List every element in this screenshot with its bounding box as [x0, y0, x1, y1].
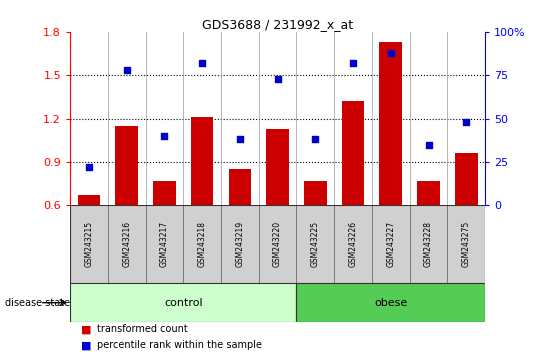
Bar: [342, 101, 364, 205]
Bar: [146, 205, 183, 283]
Bar: [153, 181, 176, 205]
Bar: [259, 205, 296, 283]
Point: [386, 50, 395, 56]
Point: [349, 60, 357, 66]
Text: GSM243218: GSM243218: [198, 221, 206, 267]
Point: [311, 137, 320, 142]
Text: GSM243275: GSM243275: [462, 221, 471, 267]
Text: GSM243219: GSM243219: [236, 221, 244, 267]
Text: GSM243227: GSM243227: [386, 221, 395, 267]
Text: GSM243228: GSM243228: [424, 221, 433, 267]
Bar: [417, 181, 440, 205]
Bar: [108, 205, 146, 283]
Bar: [70, 205, 108, 283]
Point: [85, 164, 93, 170]
Text: ■: ■: [81, 340, 91, 350]
Bar: [304, 181, 327, 205]
Text: ■: ■: [81, 324, 91, 334]
Bar: [266, 129, 289, 205]
Point: [273, 76, 282, 81]
Bar: [296, 205, 334, 283]
Bar: [70, 283, 296, 322]
Text: GSM243220: GSM243220: [273, 221, 282, 267]
Bar: [455, 153, 478, 205]
Point: [122, 67, 131, 73]
Text: GSM243225: GSM243225: [311, 221, 320, 267]
Bar: [372, 205, 410, 283]
Text: GSM243216: GSM243216: [122, 221, 131, 267]
Bar: [410, 205, 447, 283]
Point: [424, 142, 433, 147]
Text: GSM243217: GSM243217: [160, 221, 169, 267]
Text: percentile rank within the sample: percentile rank within the sample: [97, 340, 262, 350]
Text: obese: obese: [374, 298, 407, 308]
Text: disease state: disease state: [5, 298, 71, 308]
Bar: [229, 169, 251, 205]
Point: [198, 60, 206, 66]
Title: GDS3688 / 231992_x_at: GDS3688 / 231992_x_at: [202, 18, 353, 31]
Point: [462, 119, 471, 125]
Bar: [379, 42, 402, 205]
Text: GSM243226: GSM243226: [349, 221, 357, 267]
Text: control: control: [164, 298, 203, 308]
Bar: [334, 205, 372, 283]
Bar: [221, 205, 259, 283]
Point: [160, 133, 169, 139]
Bar: [78, 195, 100, 205]
Bar: [191, 117, 213, 205]
Text: transformed count: transformed count: [97, 324, 188, 334]
Text: GSM243215: GSM243215: [85, 221, 93, 267]
Bar: [183, 205, 221, 283]
Point: [236, 137, 244, 142]
Bar: [115, 126, 138, 205]
Bar: [447, 205, 485, 283]
Bar: [296, 283, 485, 322]
